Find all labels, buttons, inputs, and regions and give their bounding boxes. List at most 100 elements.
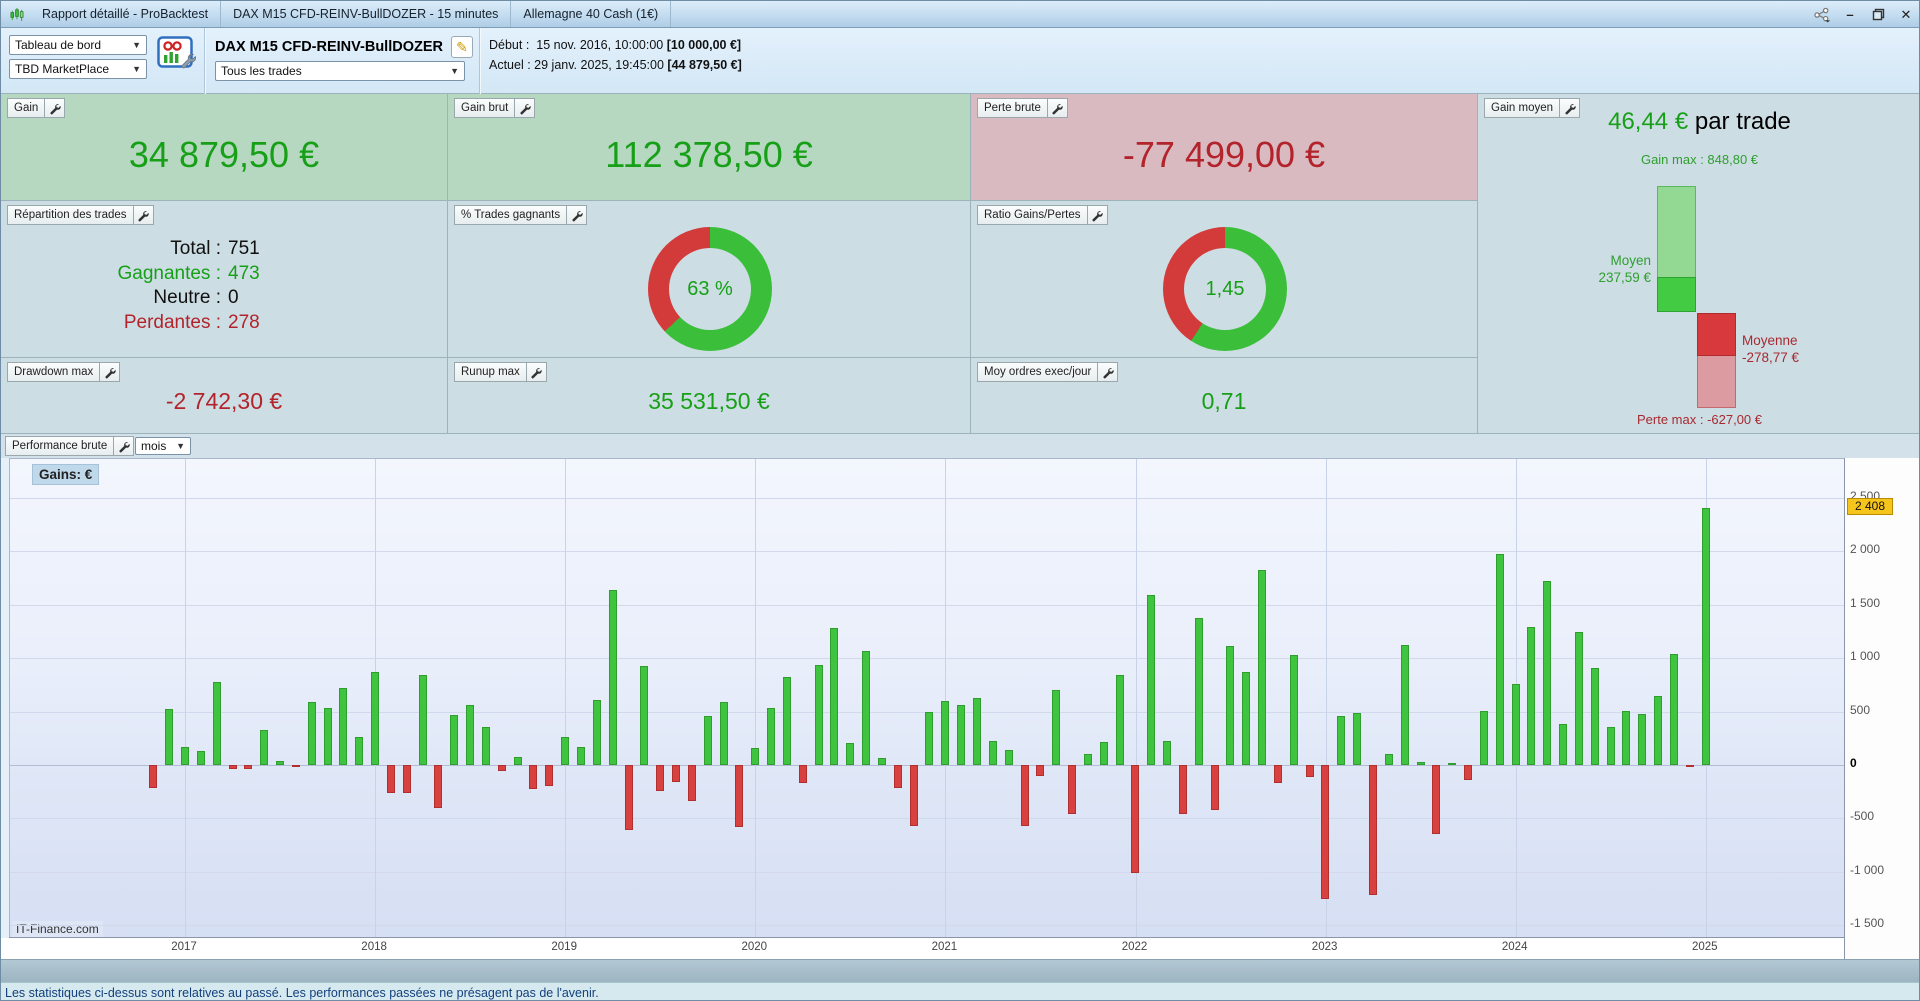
y-axis: 2 408 2 500 2 000 1 500 1 000 500 0 -500 -1 000…	[1844, 458, 1919, 959]
card-perte-brute: Perte brute -77 499,00 €	[971, 94, 1478, 201]
gridline-y-1000	[10, 658, 1844, 660]
current-capital: [44 879,50 €]	[667, 58, 742, 72]
bar-2017-03	[212, 682, 221, 765]
minimize-button[interactable]: –	[1846, 7, 1854, 22]
chevron-down-icon: ▼	[176, 441, 185, 451]
gridline-y-2000	[10, 551, 1844, 553]
wrench-icon[interactable]	[114, 436, 135, 456]
bar-2022-07	[1226, 646, 1235, 765]
monthly-gains-chart[interactable]: Gains: € IT-Finance.com	[9, 458, 1844, 938]
x-tick-2024: 2024	[1501, 941, 1528, 953]
current-month-value-badge: 2 408	[1847, 497, 1893, 515]
y-tick-2000: 2 000	[1850, 542, 1881, 557]
ratio-value: 1,45	[1205, 277, 1245, 300]
titlebar: Rapport détaillé - ProBacktest DAX M15 C…	[1, 1, 1919, 28]
bar-2017-02	[196, 751, 205, 765]
wrench-icon[interactable]	[1560, 98, 1581, 118]
avg-gain-annotation: Moyen 237,59 €	[1598, 253, 1651, 285]
wrench-icon[interactable]	[1047, 98, 1068, 118]
card-gain-moyen: Gain moyen 46,44 € par trade Gain max : …	[1478, 94, 1919, 434]
view-select[interactable]: Tableau de bord ▼	[9, 35, 147, 55]
card-pct-trades-gagnants: % Trades gagnants 63 %	[448, 201, 971, 358]
bar-2021-01	[941, 700, 950, 765]
trades-breakdown: Total :751 Gagnantes :473 Neutre :0 Perd…	[1, 237, 447, 335]
wrench-icon[interactable]	[1098, 362, 1119, 382]
wrench-icon[interactable]	[567, 205, 588, 225]
bar-2017-05	[244, 765, 253, 770]
bar-2018-09	[497, 765, 506, 772]
chevron-down-icon: ▼	[132, 64, 141, 74]
bar-2021-12	[1115, 674, 1124, 765]
gridline-year-2023	[1325, 459, 1327, 938]
dashboard-settings-icon[interactable]	[157, 36, 197, 77]
bar-2022-03	[1163, 740, 1172, 765]
workspace-select[interactable]: TBD MarketPlace ▼	[9, 59, 147, 79]
restore-button[interactable]	[1869, 6, 1887, 24]
bar-2023-03	[1353, 712, 1362, 765]
bar-2018-11	[529, 765, 538, 790]
bar-2023-04	[1368, 765, 1377, 896]
bar-2019-10	[703, 715, 712, 765]
bar-2017-12	[355, 737, 364, 765]
card-moy-ordres: Moy ordres exec/jour 0,71	[971, 358, 1478, 434]
bar-2017-11	[339, 688, 348, 765]
gridline-year-2020	[755, 459, 757, 938]
share-icon[interactable]	[1813, 6, 1831, 24]
gridline-year-2017	[185, 459, 186, 938]
card-gain-brut: Gain brut 112 378,50 €	[448, 94, 971, 201]
start-capital: [10 000,00 €]	[666, 38, 742, 52]
strategy-name: DAX M15 CFD-REINV-BullDOZER	[215, 39, 443, 55]
bar-2021-02	[957, 705, 966, 765]
bar-2023-07	[1416, 761, 1425, 765]
winning-trades-donut: 63 %	[648, 227, 772, 351]
avg-gain-bar-mean	[1657, 277, 1696, 312]
card-drawdown: Drawdown max -2 742,30 €	[1, 358, 448, 434]
wrench-icon[interactable]	[45, 98, 66, 118]
card-repartition: Répartition des trades Total :751 Gagnan…	[1, 201, 448, 358]
bar-2020-07	[846, 743, 855, 765]
card-moy-ordres-label: Moy ordres exec/jour	[977, 362, 1099, 382]
close-button[interactable]: ✕	[1900, 6, 1912, 22]
bar-2018-12	[545, 765, 554, 787]
bar-2018-06	[450, 714, 459, 765]
total-trades: 751	[228, 238, 260, 259]
bar-2021-04	[988, 740, 997, 765]
bar-2020-11	[909, 765, 918, 827]
bar-2017-01	[180, 747, 189, 765]
bar-2024-09	[1638, 713, 1647, 765]
gridline-y--500	[10, 818, 1844, 820]
avg-loss-annotation: Moyenne -278,77 €	[1742, 333, 1800, 365]
card-drawdown-label: Drawdown max	[7, 362, 101, 382]
period-select[interactable]: mois ▼	[135, 437, 191, 455]
bar-2023-01	[1321, 765, 1330, 899]
bar-2024-06	[1590, 667, 1599, 765]
chevron-down-icon: ▼	[450, 66, 459, 76]
gain-brut-value: 112 378,50 €	[605, 134, 813, 175]
card-pct-label: % Trades gagnants	[454, 205, 568, 225]
bar-2022-09	[1258, 570, 1267, 765]
gridline-year-2019	[565, 459, 567, 938]
trades-filter-select[interactable]: Tous les trades ▼	[215, 61, 465, 81]
bar-2017-04	[228, 765, 237, 770]
wrench-icon[interactable]	[1087, 205, 1108, 225]
bar-2017-09	[307, 701, 316, 765]
edit-pencil-icon[interactable]: ✎	[451, 36, 473, 58]
bar-2017-08	[291, 765, 300, 768]
bar-2019-07	[656, 765, 665, 791]
bar-2022-05	[1194, 617, 1203, 765]
wrench-icon[interactable]	[526, 362, 547, 382]
bar-2022-08	[1242, 672, 1251, 765]
bar-2018-07	[466, 705, 475, 765]
pct-gagnants-value: 63 %	[687, 277, 733, 300]
bar-2020-03	[782, 677, 791, 765]
bar-2016-12	[165, 709, 174, 765]
wrench-icon[interactable]	[100, 362, 121, 382]
wrench-icon[interactable]	[133, 205, 154, 225]
wrench-icon[interactable]	[515, 98, 536, 118]
bar-2020-09	[877, 758, 886, 765]
card-gain-moyen-label: Gain moyen	[1484, 98, 1561, 118]
bar-2021-11	[1099, 742, 1108, 765]
y-tick-0: 0	[1850, 756, 1857, 770]
avg-gain-bar	[1657, 186, 1696, 312]
